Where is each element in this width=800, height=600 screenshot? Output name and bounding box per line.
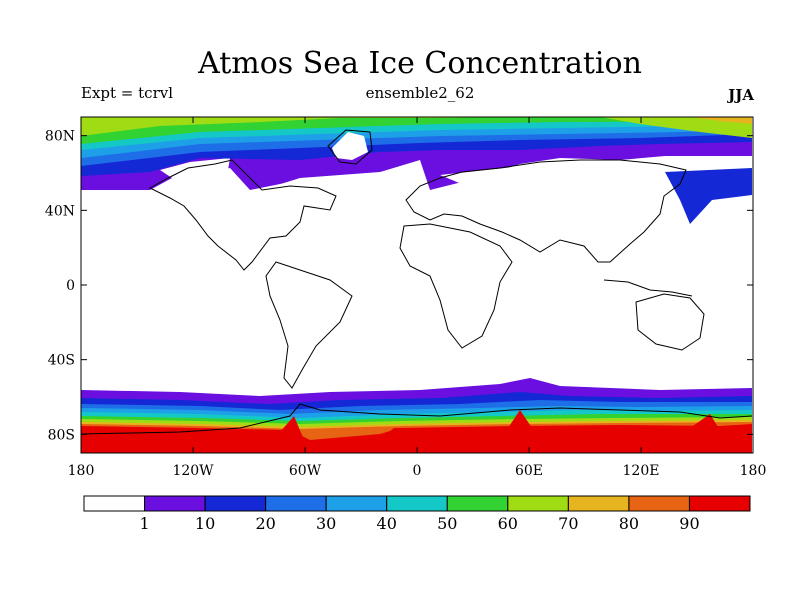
arctic-sea-ice — [81, 117, 752, 230]
colorbar-swatch — [507, 495, 569, 512]
south-america-coast — [265, 261, 353, 389]
lat-tick-label: 0 — [66, 278, 75, 294]
antarctic-sea-ice — [81, 378, 752, 453]
longitude-axis: 180 120W 60W 0 60E 120E 180 — [68, 117, 767, 479]
lon-tick-label: 120E — [623, 463, 660, 479]
antarctic-cutouts — [81, 410, 752, 453]
ensemble-label: ensemble2_62 — [365, 84, 475, 102]
lon-tick-label: 60E — [515, 463, 543, 479]
colorbar-swatch — [144, 495, 206, 512]
colorbar-swatch — [325, 495, 388, 512]
map-title: Atmos Sea Ice Concentration — [198, 46, 642, 81]
colorbar-label: 50 — [437, 514, 457, 533]
colorbar-label: 70 — [558, 514, 578, 533]
lat-tick-label: 80N — [45, 129, 75, 145]
arctic-band-8 — [690, 117, 752, 124]
colorbar-label: 1 — [139, 514, 149, 533]
antarctica-coast — [81, 403, 753, 435]
colorbar-swatch — [204, 495, 267, 512]
lon-tick-label: 120W — [172, 463, 214, 479]
map-panel — [81, 117, 753, 453]
colorbar-label: 30 — [316, 514, 336, 533]
north-america-coast — [148, 159, 337, 271]
lat-tick-label: 40N — [45, 203, 75, 219]
greenland-coast — [327, 129, 373, 165]
pacific-ice-tongue — [665, 168, 752, 224]
season-label: JJA — [728, 86, 754, 104]
lat-tick-label: 80S — [48, 427, 75, 443]
lon-tick-label: 180 — [68, 463, 95, 479]
colorbar-label: 90 — [679, 514, 699, 533]
colorbar-label: 10 — [195, 514, 215, 533]
colorbar-swatch — [628, 495, 690, 512]
lat-tick-label: 40S — [48, 353, 75, 369]
colorbar-swatch — [446, 495, 509, 512]
colorbar-swatch — [83, 495, 146, 512]
colorbar-label: 60 — [498, 514, 518, 533]
colorbar-label: 20 — [255, 514, 275, 533]
australia-coast — [635, 293, 705, 351]
colorbar-swatch — [265, 495, 327, 512]
africa-coast — [399, 223, 513, 349]
colorbar-swatch — [567, 495, 630, 512]
colorbar-label: 40 — [377, 514, 397, 533]
na-land-mask — [175, 168, 330, 230]
colorbar: 1 10 20 30 40 50 60 70 80 90 — [83, 495, 751, 533]
colorbar-label: 80 — [619, 514, 639, 533]
coastlines — [81, 129, 753, 435]
indonesia-coast — [603, 279, 693, 297]
arctic-band-7b — [600, 117, 752, 138]
arctic-band-7 — [81, 117, 520, 136]
colorbar-swatch — [688, 495, 751, 512]
eurasia-land-mask — [440, 162, 700, 230]
lon-tick-label: 180 — [740, 463, 767, 479]
colorbar-swatch — [386, 495, 448, 512]
lon-tick-label: 60W — [289, 463, 322, 479]
arctic-band-6 — [81, 117, 752, 144]
europe-asia-coast — [405, 159, 687, 263]
greenland-open — [332, 132, 368, 160]
lon-tick-label: 0 — [413, 463, 422, 479]
latitude-axis: 80N 40N 0 40S 80S — [45, 129, 753, 443]
experiment-label: Expt = tcrvl — [81, 84, 174, 102]
